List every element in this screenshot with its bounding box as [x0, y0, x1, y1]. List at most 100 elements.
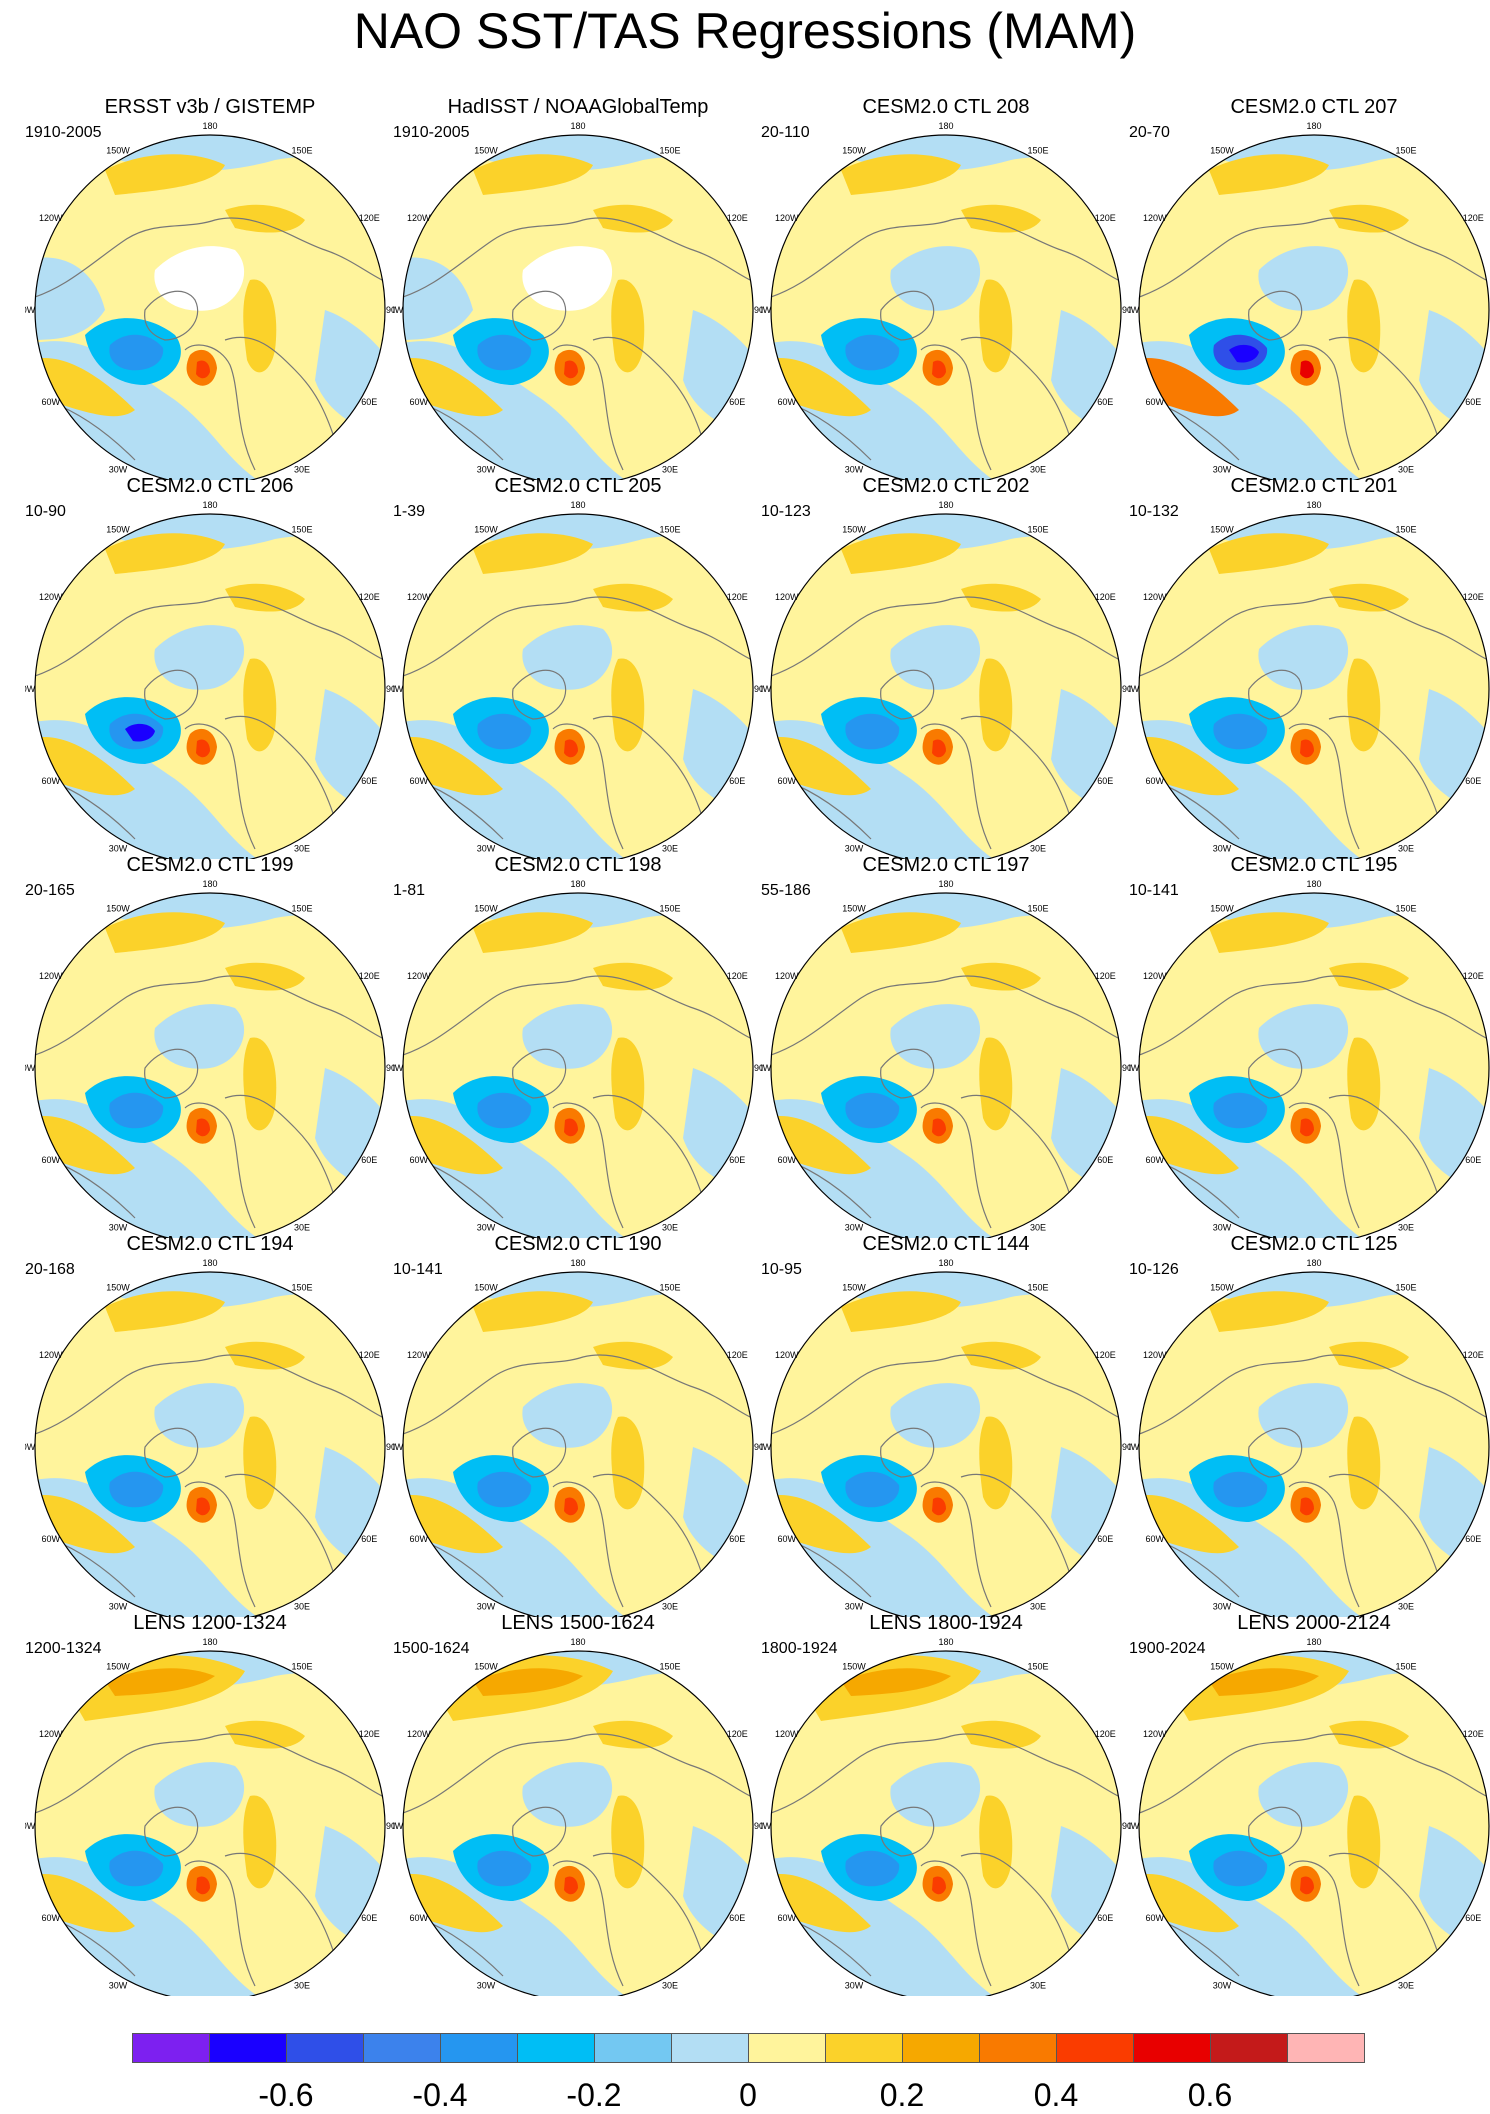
meridian-label: 120E — [727, 1729, 748, 1739]
meridian-label: 150E — [291, 525, 312, 535]
polar-map: 180150E120E90E60E30E030W60W90W120W150W — [393, 110, 763, 480]
meridian-label: 30E — [662, 1980, 678, 1990]
meridian-label: 180 — [570, 879, 585, 889]
meridian-label: 30W — [845, 1601, 864, 1611]
meridian-label: 150E — [659, 904, 680, 914]
meridian-label: 30E — [294, 1980, 310, 1990]
meridian-label: 150W — [474, 1283, 498, 1293]
meridian-label: 60W — [409, 776, 428, 786]
meridian-label: 90W — [761, 1063, 772, 1073]
meridian-label: 120W — [775, 592, 799, 602]
figure-title: NAO SST/TAS Regressions (MAM) — [0, 2, 1490, 60]
meridian-label: 150E — [1395, 146, 1416, 156]
colorbar-tick-label: 0.4 — [996, 2077, 1116, 2114]
meridian-label: 90W — [1129, 1821, 1140, 1831]
meridian-label: 120W — [39, 592, 63, 602]
meridian-label: 60W — [409, 397, 428, 407]
map-panel: CESM2.0 CTL 2051-39180150E120E90E60E30E0… — [393, 475, 763, 859]
meridian-label: 90W — [761, 1442, 772, 1452]
meridian-label: 120E — [1463, 1350, 1484, 1360]
meridian-label: 30W — [477, 464, 496, 474]
meridian-label: 90W — [25, 1063, 36, 1073]
colorbar-box — [1210, 2033, 1288, 2063]
colorbar-box — [979, 2033, 1057, 2063]
meridian-label: 60E — [361, 397, 377, 407]
meridian-label: 150W — [842, 1283, 866, 1293]
meridian-label: 30E — [662, 1222, 678, 1232]
map-panel: CESM2.0 CTL 20610-90180150E120E90E60E30E… — [25, 475, 395, 859]
meridian-label: 180 — [1306, 1637, 1321, 1647]
colorbar-tick-label: -0.4 — [380, 2077, 500, 2114]
meridian-label: 60W — [41, 1534, 60, 1544]
map-panel: CESM2.0 CTL 1981-81180150E120E90E60E30E0… — [393, 854, 763, 1238]
meridian-label: 30E — [1398, 1601, 1414, 1611]
meridian-label: 150E — [1395, 1283, 1416, 1293]
meridian-label: 120E — [1463, 971, 1484, 981]
meridian-label: 60E — [1465, 1534, 1481, 1544]
meridian-label: 60E — [1097, 1913, 1113, 1923]
polar-map: 180150E120E90E60E30E030W60W90W120W150W — [1129, 110, 1490, 480]
meridian-label: 150E — [1395, 904, 1416, 914]
colorbar-box — [132, 2033, 210, 2063]
meridian-label: 120W — [39, 1729, 63, 1739]
meridian-label: 60W — [41, 397, 60, 407]
meridian-label: 180 — [938, 500, 953, 510]
meridian-label: 120W — [1143, 1729, 1167, 1739]
colorbar-tick-label: 0 — [688, 2077, 808, 2114]
meridian-label: 60E — [361, 1155, 377, 1165]
meridian-label: 180 — [1306, 121, 1321, 131]
meridian-label: 150E — [1027, 525, 1048, 535]
map-panel: LENS 1200-13241200-1324180150E120E90E60E… — [25, 1612, 395, 1996]
meridian-label: 150W — [1210, 525, 1234, 535]
meridian-label: 120E — [727, 1350, 748, 1360]
map-panel: CESM2.0 CTL 20820-110180150E120E90E60E30… — [761, 96, 1131, 480]
meridian-label: 60E — [1097, 1155, 1113, 1165]
meridian-label: 120W — [407, 971, 431, 981]
meridian-label: 90W — [25, 684, 36, 694]
meridian-label: 150E — [659, 1283, 680, 1293]
meridian-label: 150E — [291, 904, 312, 914]
meridian-label: 150W — [106, 904, 130, 914]
meridian-label: 150W — [1210, 904, 1234, 914]
meridian-label: 150W — [106, 146, 130, 156]
meridian-label: 150E — [1027, 146, 1048, 156]
meridian-label: 150W — [106, 1283, 130, 1293]
meridian-label: 150W — [474, 1662, 498, 1672]
meridian-label: 120E — [359, 592, 380, 602]
map-panel: CESM2.0 CTL 19755-186180150E120E90E60E30… — [761, 854, 1131, 1238]
map-panel: LENS 1800-19241800-1924180150E120E90E60E… — [761, 1612, 1131, 1996]
meridian-label: 180 — [938, 1258, 953, 1268]
meridian-label: 120W — [407, 1729, 431, 1739]
meridian-label: 60E — [1097, 397, 1113, 407]
meridian-label: 60W — [41, 776, 60, 786]
polar-map: 180150E120E90E60E30E030W60W90W120W150W — [1129, 489, 1490, 859]
colorbar-box — [902, 2033, 980, 2063]
meridian-label: 30W — [477, 1601, 496, 1611]
meridian-label: 60E — [361, 1534, 377, 1544]
meridian-label: 60E — [361, 776, 377, 786]
meridian-label: 150E — [291, 1662, 312, 1672]
polar-map: 180150E120E90E60E30E030W60W90W120W150W — [393, 1626, 763, 1996]
colorbar-box — [1056, 2033, 1134, 2063]
polar-map: 180150E120E90E60E30E030W60W90W120W150W — [393, 489, 763, 859]
meridian-label: 180 — [202, 500, 217, 510]
map-panel: CESM2.0 CTL 19010-141180150E120E90E60E30… — [393, 1233, 763, 1617]
meridian-label: 90W — [393, 1442, 404, 1452]
meridian-label: 60E — [1465, 776, 1481, 786]
polar-map: 180150E120E90E60E30E030W60W90W120W150W — [761, 1626, 1131, 1996]
meridian-label: 120E — [359, 1729, 380, 1739]
polar-map: 180150E120E90E60E30E030W60W90W120W150W — [761, 110, 1131, 480]
meridian-label: 120E — [1095, 1729, 1116, 1739]
meridian-label: 30W — [477, 843, 496, 853]
map-panel: CESM2.0 CTL 14410-95180150E120E90E60E30E… — [761, 1233, 1131, 1617]
meridian-label: 90W — [1129, 1442, 1140, 1452]
meridian-label: 90W — [25, 1442, 36, 1452]
meridian-label: 30E — [662, 843, 678, 853]
meridian-label: 90W — [761, 1821, 772, 1831]
map-panel: CESM2.0 CTL 19510-141180150E120E90E60E30… — [1129, 854, 1490, 1238]
colorbar-tick-label: 0.6 — [1150, 2077, 1270, 2114]
meridian-label: 60W — [409, 1913, 428, 1923]
colorbar-box — [517, 2033, 595, 2063]
meridian-label: 60W — [41, 1155, 60, 1165]
colorbar-box — [440, 2033, 518, 2063]
